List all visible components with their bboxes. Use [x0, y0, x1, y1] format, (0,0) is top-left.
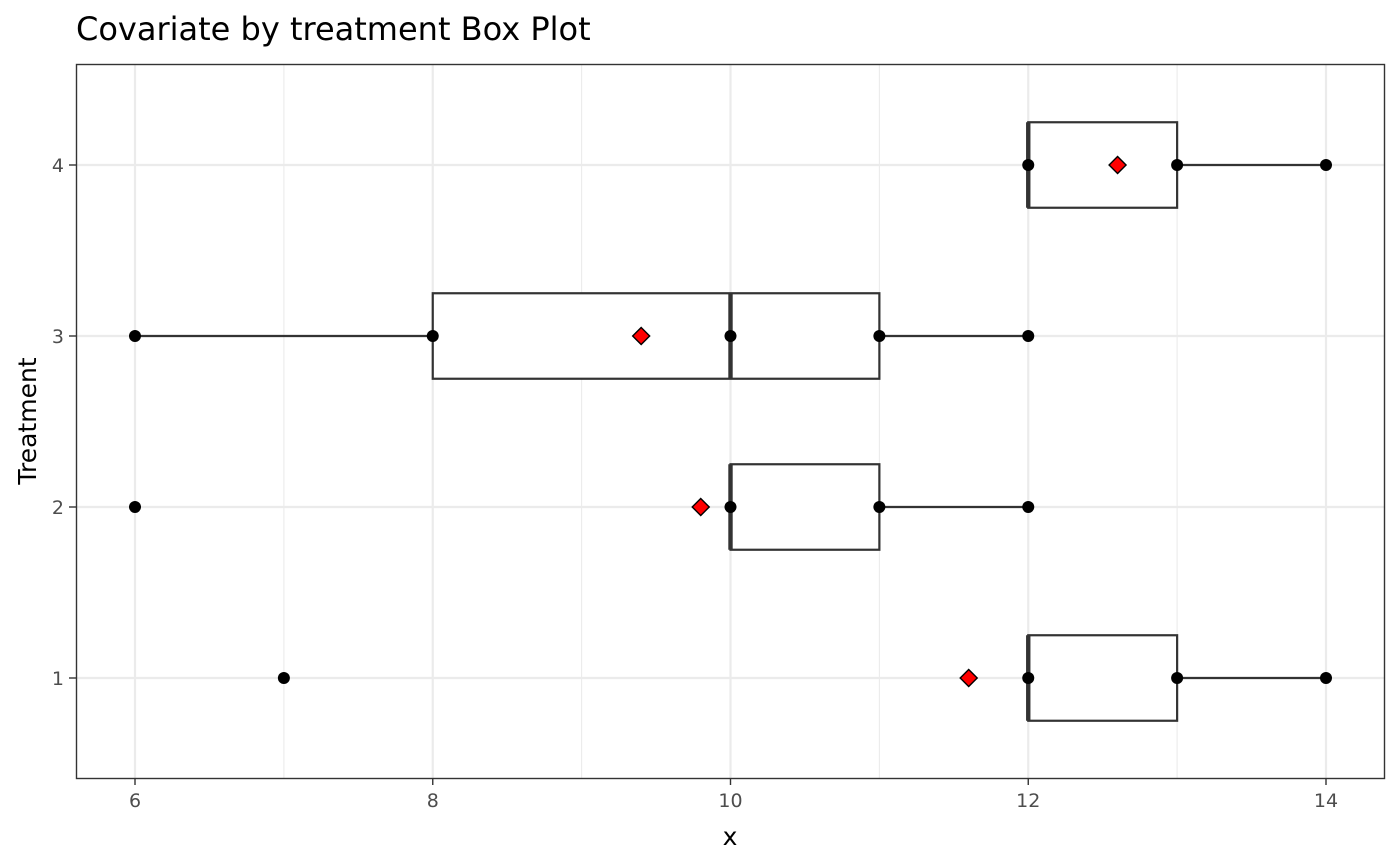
y-tick-label: 4	[52, 155, 64, 177]
box-group-treatment-3	[129, 292, 1035, 380]
x-tick-label: 10	[718, 790, 742, 812]
x-axis: 6 8 10 12 14	[129, 778, 1338, 812]
y-axis-title: Treatment	[13, 357, 42, 485]
iqr-box	[1027, 121, 1179, 209]
chart-title: Covariate by treatment Box Plot	[76, 10, 591, 48]
data-point	[1171, 159, 1184, 171]
iqr-box	[1027, 634, 1179, 722]
box-group-treatment-2	[129, 463, 1035, 551]
x-tick-label: 14	[1314, 790, 1338, 812]
x-tick-label: 12	[1016, 790, 1040, 812]
data-point	[129, 330, 141, 342]
data-point	[724, 501, 737, 513]
data-point	[873, 501, 886, 513]
data-point	[1022, 501, 1035, 513]
data-point	[724, 330, 737, 342]
grid-lines	[76, 64, 1384, 778]
data-point	[1320, 159, 1332, 171]
iqr-box	[431, 292, 881, 380]
data-point	[1022, 330, 1035, 342]
data-point	[1171, 672, 1184, 684]
data-point	[1022, 672, 1035, 684]
box-group-treatment-4	[1022, 121, 1332, 209]
y-tick-label: 3	[52, 326, 64, 348]
box-group-treatment-1	[277, 634, 1332, 722]
mean-marker	[959, 668, 979, 688]
y-axis: 1 2 3 4	[52, 155, 76, 690]
x-tick-label: 8	[427, 790, 439, 812]
y-tick-label: 1	[52, 668, 64, 690]
data-point	[873, 330, 886, 342]
y-tick-label: 2	[52, 497, 64, 519]
x-tick-label: 6	[129, 790, 141, 812]
data-point	[426, 330, 439, 342]
mean-marker	[691, 497, 711, 517]
data-point	[129, 501, 141, 513]
iqr-box	[729, 463, 881, 551]
data-point	[1320, 672, 1332, 684]
mean-marker	[631, 326, 651, 346]
x-axis-title: x	[723, 822, 738, 851]
data-point	[1022, 159, 1035, 171]
mean-marker	[1108, 155, 1128, 175]
data-point	[277, 672, 290, 684]
box-plot-series	[129, 121, 1332, 722]
